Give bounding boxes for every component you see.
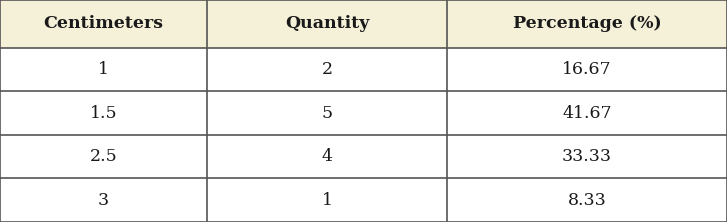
Bar (207, 0, 447, 48)
Bar (447, 178, 727, 222)
Bar (447, 0, 727, 48)
Text: 2: 2 (321, 61, 333, 78)
Bar (0, 48, 207, 91)
Bar (0, 178, 207, 222)
Text: 1: 1 (98, 61, 109, 78)
Bar (207, 48, 447, 91)
Bar (447, 135, 727, 178)
Text: Quantity: Quantity (285, 15, 369, 32)
Text: 1: 1 (321, 192, 333, 209)
Text: 41.67: 41.67 (562, 105, 612, 122)
Text: 2.5: 2.5 (89, 148, 118, 165)
Text: 8.33: 8.33 (568, 192, 606, 209)
Text: 1.5: 1.5 (90, 105, 117, 122)
Bar (447, 48, 727, 91)
Bar (207, 91, 447, 135)
Text: 33.33: 33.33 (562, 148, 612, 165)
Bar (207, 178, 447, 222)
Bar (207, 135, 447, 178)
Bar (447, 91, 727, 135)
Bar (0, 135, 207, 178)
Text: 4: 4 (321, 148, 333, 165)
Bar (0, 0, 207, 48)
Bar (0, 91, 207, 135)
Text: 3: 3 (98, 192, 109, 209)
Text: Percentage (%): Percentage (%) (513, 15, 662, 32)
Text: 16.67: 16.67 (562, 61, 612, 78)
Text: 5: 5 (321, 105, 333, 122)
Text: Centimeters: Centimeters (44, 15, 164, 32)
